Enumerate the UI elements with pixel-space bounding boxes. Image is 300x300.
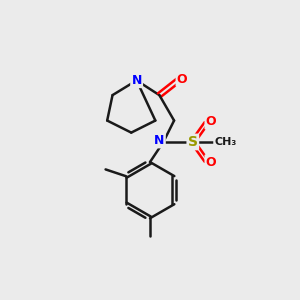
Text: O: O	[206, 155, 216, 169]
Text: N: N	[131, 74, 142, 87]
Text: O: O	[177, 73, 188, 85]
Text: S: S	[188, 135, 198, 149]
Text: O: O	[206, 116, 216, 128]
Text: CH₃: CH₃	[214, 137, 237, 147]
Text: N: N	[154, 134, 165, 147]
